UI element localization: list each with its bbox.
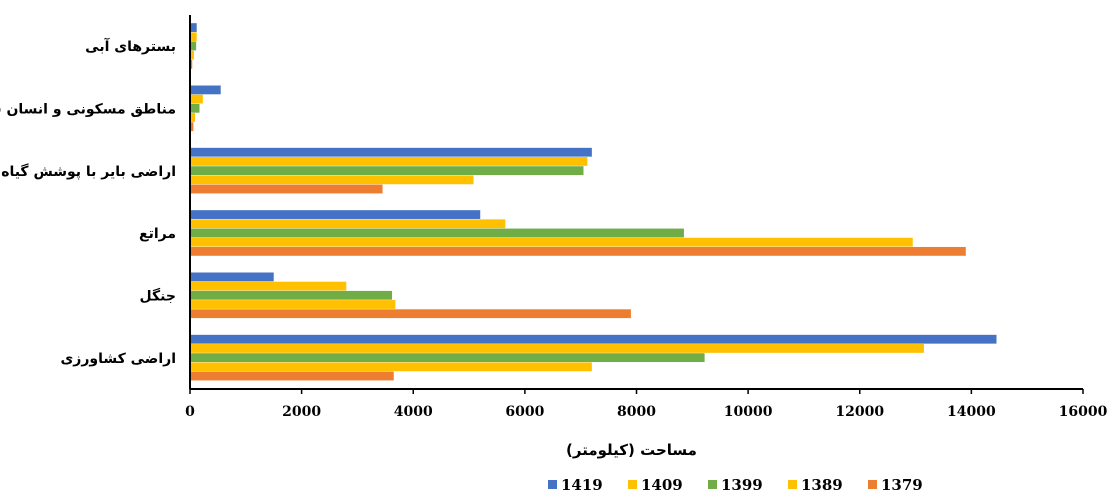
x-tick-label-1: 2000 [282,404,321,420]
category-label-4: جنگل [140,288,176,305]
x-tick-label-3: 6000 [505,404,544,420]
bar-1409-5 [190,344,924,353]
legend-label-1419: 1419 [561,476,603,494]
bar-1389-1 [190,113,196,122]
x-tick-label-4: 8000 [617,404,656,420]
bars-group [190,23,997,381]
category-label-2: اراضی بایر با پوشش گیاه [1,163,176,180]
bar-1399-5 [190,353,705,363]
category-label-5: اراضی کشاورزی [60,351,176,367]
bar-1399-2 [190,166,584,176]
bar-1419-5 [190,334,997,344]
x-tick-label-2: 4000 [394,404,433,420]
bar-1379-4 [190,309,631,319]
bar-1389-2 [190,175,474,185]
legend-swatch-1389 [788,480,797,489]
legend: 1419 1409 1399 1389 1379 [548,476,923,494]
bar-1379-5 [190,371,394,381]
legend-label-1399: 1399 [721,476,763,494]
category-labels: بسترهای آبی مناطق مسکونی و انسان س اراضی ب… [0,37,176,367]
category-label-3: مراتع [139,226,176,242]
bar-1419-3 [190,210,481,219]
legend-label-1389: 1389 [801,476,843,494]
x-tick-label-6: 12000 [835,404,884,420]
bar-1379-3 [190,246,966,256]
bar-1399-0 [190,41,197,51]
x-tick-label-7: 14000 [947,404,996,420]
bar-1399-4 [190,290,393,300]
x-tick-label-0: 0 [185,404,195,420]
bar-1409-0 [190,32,197,42]
bar-1409-1 [190,94,203,104]
x-tick-label-5: 10000 [724,404,773,420]
bar-1389-4 [190,300,396,309]
legend-label-1409: 1409 [641,476,683,494]
bar-1389-5 [190,362,592,372]
legend-swatch-1409 [628,480,637,489]
legend-swatch-1399 [708,480,717,489]
bar-1409-4 [190,281,347,291]
legend-label-1379: 1379 [881,476,923,494]
bar-1419-0 [190,23,197,32]
bar-1379-2 [190,184,383,194]
bar-1399-1 [190,103,200,113]
bar-1419-2 [190,147,592,157]
category-label-0: بسترهای آبی [85,37,176,55]
bar-1389-0 [190,50,194,60]
category-label-1: مناطق مسکونی و انسان س [0,102,176,118]
bar-1409-3 [190,219,506,229]
x-tick-label-8: 16000 [1059,404,1108,420]
bar-1399-3 [190,228,684,238]
bar-1419-4 [190,272,274,282]
legend-swatch-1379 [868,480,877,489]
legend-swatch-1419 [548,480,557,489]
bar-1379-0 [190,59,193,69]
bar-1389-3 [190,237,913,247]
bar-1409-2 [190,157,588,166]
bar-1379-1 [190,122,194,132]
x-axis-ticks: 0 2000 4000 6000 8000 10000 12000 14000 16000 [185,389,1108,420]
bar-1419-1 [190,85,221,95]
x-axis-title: مساحت (کیلومتر) [566,441,697,459]
